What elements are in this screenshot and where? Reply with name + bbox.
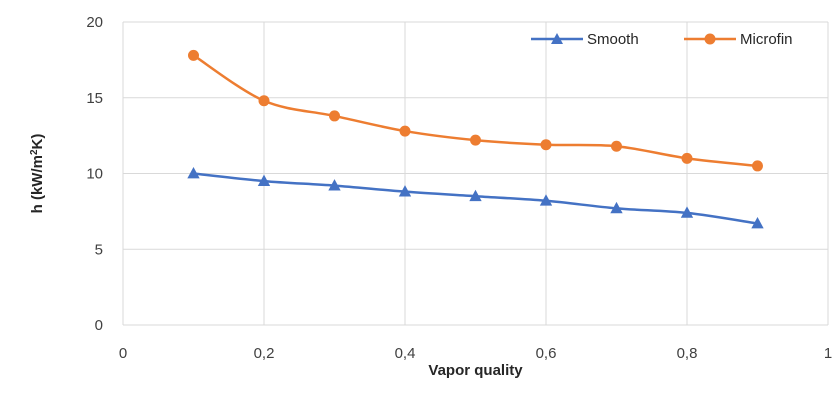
y-axis-title: h (kW/m2K) xyxy=(29,134,47,214)
y-tick-label: 10 xyxy=(86,166,103,183)
microfin-point-marker xyxy=(540,139,552,151)
legend-microfin-label: Microfin xyxy=(740,31,793,48)
microfin-line xyxy=(192,54,758,168)
grid-lines xyxy=(122,21,829,326)
smooth-point-marker xyxy=(610,201,623,214)
y-tick-label: 0 xyxy=(95,317,103,334)
legend: Smooth Microfin xyxy=(531,31,793,48)
microfin-point-marker xyxy=(470,134,481,146)
smooth-point-marker xyxy=(469,189,482,202)
x-tick-label: 0 xyxy=(119,345,127,362)
x-axis-title: Vapor quality xyxy=(428,362,523,379)
smooth-point-marker xyxy=(328,179,341,191)
y-tick-label: 5 xyxy=(95,241,103,258)
microfin-point-marker xyxy=(188,49,199,61)
y-axis-title-main: h (kW/m xyxy=(29,155,46,213)
x-tick-label: 0,2 xyxy=(254,345,275,362)
y-axis-title-unit: K) xyxy=(29,134,46,150)
y-tick-label: 20 xyxy=(86,14,103,31)
microfin-point-marker xyxy=(611,140,622,152)
smooth-point-marker xyxy=(751,216,764,229)
smooth-point-marker xyxy=(539,194,553,206)
series-group xyxy=(187,49,764,229)
x-tick-label: 0,4 xyxy=(395,345,416,362)
y-tick-label: 15 xyxy=(86,90,103,107)
x-tick-label: 0,8 xyxy=(677,345,698,362)
legend-smooth-marker xyxy=(551,33,563,44)
legend-smooth-label: Smooth xyxy=(587,31,639,48)
microfin-point-marker xyxy=(681,152,693,164)
microfin-point-marker xyxy=(258,95,270,107)
smooth-point-marker xyxy=(680,206,694,218)
legend-microfin-marker xyxy=(704,33,716,45)
smooth-point-marker xyxy=(398,185,412,197)
microfin-point-marker xyxy=(752,160,763,172)
y-axis-title-superscript: 2 xyxy=(29,149,40,155)
x-tick-label: 1 xyxy=(824,345,832,362)
microfin-point-marker xyxy=(399,125,411,137)
x-tick-label: 0,6 xyxy=(536,345,557,362)
smooth-point-marker xyxy=(257,174,271,186)
microfin-point-marker xyxy=(329,110,340,122)
smooth-point-marker xyxy=(187,167,200,179)
